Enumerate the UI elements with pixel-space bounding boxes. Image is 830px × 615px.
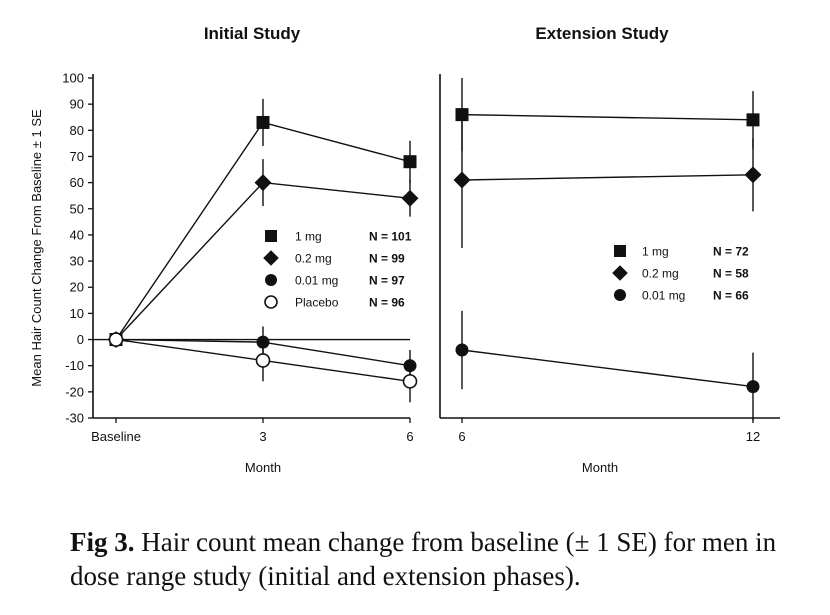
y-tick-label: 30 (70, 254, 84, 269)
data-point (746, 380, 760, 394)
series-line (461, 113, 754, 121)
x-tick-label: 6 (406, 429, 413, 444)
x-tick-label: 12 (746, 429, 760, 444)
data-point (402, 374, 418, 389)
y-tick-label: -20 (65, 384, 84, 399)
legend-marker (265, 274, 277, 286)
x-axis-label: Month (245, 460, 281, 475)
caption-text: Hair count mean change from baseline (± … (70, 527, 777, 591)
legend-n-label: N = 72 (713, 245, 749, 259)
legend-marker (265, 230, 277, 242)
y-tick-label: 70 (70, 149, 84, 164)
legend-n-label: N = 58 (713, 267, 749, 281)
data-point (744, 166, 762, 184)
legend-marker (263, 250, 279, 266)
y-axis-label: Mean Hair Count Change From Baseline ± 1… (29, 109, 44, 387)
legend-label: 0.01 mg (642, 289, 685, 303)
data-point (254, 174, 272, 192)
figure-label: Fig 3. (70, 527, 135, 557)
data-point (108, 332, 124, 347)
y-tick-label: 10 (70, 306, 84, 321)
legend-label: 0.2 mg (295, 252, 332, 266)
chart-title: Initial Study (204, 24, 301, 43)
series-line (461, 174, 754, 181)
data-point (403, 155, 417, 169)
x-tick-label: 3 (259, 429, 266, 444)
x-tick-label: Baseline (91, 429, 141, 444)
legend-n-label: N = 96 (369, 296, 405, 310)
y-tick-label: -10 (65, 358, 84, 373)
legend-n-label: N = 97 (369, 274, 405, 288)
legend-marker (264, 295, 278, 309)
legend-n-label: N = 99 (369, 252, 405, 266)
series-line (115, 121, 411, 340)
legend-label: 0.01 mg (295, 274, 338, 288)
x-tick-label: 6 (458, 429, 465, 444)
y-tick-label: -30 (65, 411, 84, 426)
y-tick-label: 40 (70, 227, 84, 242)
legend-n-label: N = 66 (713, 289, 749, 303)
y-tick-label: 80 (70, 123, 84, 138)
figure: -30 -20 -10 0 10 20 30 40 50 60 70 80 90 100 Baseline 3… (29, 24, 780, 475)
y-tick-label: 20 (70, 280, 84, 295)
data-point (453, 171, 471, 189)
legend-label: 0.2 mg (642, 267, 679, 281)
data-point (455, 343, 469, 357)
y-tick-label: 50 (70, 201, 84, 216)
legend-label: Placebo (295, 296, 339, 310)
y-tick-label: 60 (70, 175, 84, 190)
data-point (401, 189, 419, 207)
legend-marker (614, 289, 626, 301)
x-axis-label: Month (582, 460, 618, 475)
figure-caption: Fig 3. Hair count mean change from basel… (70, 525, 810, 593)
y-tick-label: 90 (70, 97, 84, 112)
legend-label: 1 mg (642, 245, 669, 259)
data-point (255, 353, 271, 368)
chart-title: Extension Study (535, 24, 669, 43)
legend-n-label: N = 101 (369, 230, 412, 244)
series-line (461, 349, 754, 388)
legend-marker (614, 245, 626, 257)
legend-label: 1 mg (295, 230, 322, 244)
data-point (746, 113, 760, 127)
y-tick-label: 0 (77, 332, 84, 347)
legend-marker (612, 265, 628, 281)
data-point (256, 115, 270, 129)
y-tick-label: 100 (62, 71, 84, 86)
